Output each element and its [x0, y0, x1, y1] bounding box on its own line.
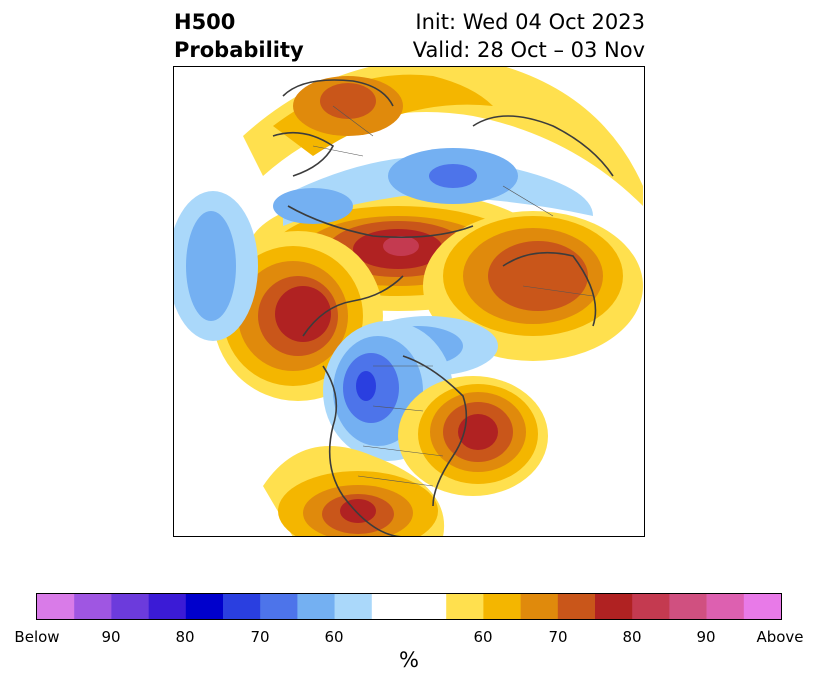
anomaly-pacific-below [173, 191, 258, 341]
colorbar [36, 593, 782, 620]
anomaly-russia-below [273, 148, 593, 226]
political-borders [312, 105, 594, 487]
colorbar-unit: % [399, 648, 419, 672]
chart-title: H500 Probability [174, 8, 304, 64]
cbar-tick-below-80: 80 [175, 628, 195, 646]
cbar-tick-above-90: 90 [696, 628, 716, 646]
probability-map [173, 66, 645, 537]
anomaly-mexico-above [263, 446, 445, 537]
colorbar-segment [223, 594, 261, 619]
title-line-2: Probability [174, 38, 304, 62]
colorbar-segment [446, 594, 484, 619]
cbar-tick-below-60: 60 [324, 628, 344, 646]
colorbar-segment [74, 594, 112, 619]
coastlines [272, 79, 614, 537]
cbar-tick-above-70: 70 [548, 628, 568, 646]
colorbar-segment [260, 594, 298, 619]
colorbar-segment [334, 594, 373, 619]
colorbar-segment [706, 594, 745, 619]
cbar-tick-below-70: 70 [250, 628, 270, 646]
cbar-tick-below: Below [14, 628, 60, 646]
colorbar-segment [483, 594, 521, 619]
colorbar-segment [669, 594, 707, 619]
anomaly-europe-above [243, 66, 643, 206]
map-frame [173, 66, 645, 537]
cbar-tick-above-60: 60 [473, 628, 493, 646]
forecast-dates: Init: Wed 04 Oct 2023 Valid: 28 Oct – 03… [413, 8, 645, 64]
colorbar-segment [371, 594, 447, 619]
anomaly-siberia-above [423, 211, 643, 361]
valid-dates: Valid: 28 Oct – 03 Nov [412, 38, 645, 62]
init-date: Init: Wed 04 Oct 2023 [415, 10, 645, 34]
colorbar-segment [557, 594, 596, 619]
colorbar-segment [37, 594, 75, 619]
title-line-1: H500 [174, 10, 236, 34]
cbar-tick-above: Above [756, 628, 804, 646]
colorbar-segment [743, 594, 782, 619]
colorbar-segment [148, 594, 187, 619]
colorbar-segment [632, 594, 670, 619]
colorbar-segment [111, 594, 149, 619]
cbar-tick-above-80: 80 [622, 628, 642, 646]
colorbar-segment [595, 594, 633, 619]
colorbar-segment [297, 594, 335, 619]
colorbar-segment [520, 594, 559, 619]
cbar-tick-below-90: 90 [101, 628, 121, 646]
colorbar-segment [185, 594, 224, 619]
colorbar-border [36, 593, 782, 620]
anomaly-atlantic-above [398, 376, 548, 496]
